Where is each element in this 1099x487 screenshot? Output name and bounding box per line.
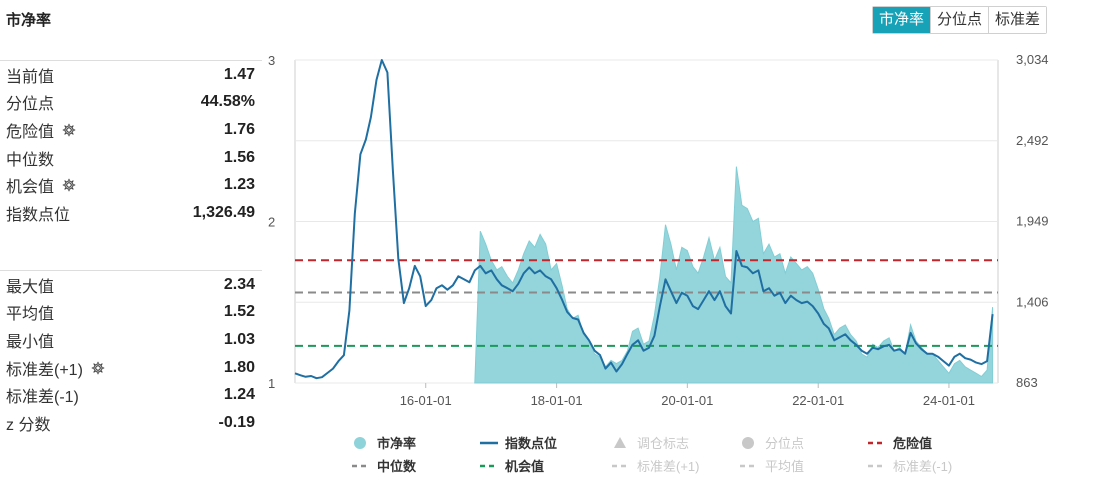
legend-item[interactable]: 危险值: [868, 436, 932, 451]
stat-label: 标准差(-1): [0, 383, 79, 407]
legend-label: 市净率: [377, 436, 416, 451]
x-tick-label: 16-01-01: [400, 393, 452, 408]
legend-item[interactable]: 平均值: [740, 459, 804, 474]
stat-label: 指数点位: [0, 201, 70, 225]
tab-stddev[interactable]: 标准差: [988, 7, 1047, 33]
stat-row: 最大值 2.34: [0, 271, 262, 299]
stat-value: 1.80: [223, 358, 255, 376]
stat-label: 最大值: [0, 273, 54, 297]
stat-label-text: 标准差(+1): [6, 361, 83, 379]
legend-label: 标准差(+1): [637, 459, 699, 474]
stat-label: 标准差(+1): [0, 356, 105, 380]
tab-percentile[interactable]: 分位点: [930, 7, 989, 33]
stat-value: 1.24: [223, 386, 255, 404]
right-tick-label: 1,949: [1016, 214, 1049, 229]
stat-label-text: 最大值: [6, 278, 55, 296]
legend-item[interactable]: 标准差(-1): [868, 459, 952, 474]
left-tick-label: 1: [268, 376, 275, 391]
x-tick-label: 20-01-01: [661, 393, 713, 408]
legend-label: 标准差(-1): [893, 459, 952, 474]
legend-label: 机会值: [505, 459, 544, 474]
stat-label-text: 当前值: [6, 68, 55, 86]
x-tick-label: 22-01-01: [792, 393, 844, 408]
stat-row: 分位点 44.58%: [0, 89, 262, 117]
stat-row: 危险值 1.76: [0, 116, 262, 144]
right-tick-label: 863: [1016, 375, 1038, 390]
legend-label: 指数点位: [505, 436, 557, 451]
stat-label: 机会值: [0, 173, 76, 197]
stat-value: 44.58%: [200, 93, 255, 111]
legend-label: 中位数: [377, 459, 417, 474]
stat-row: 平均值 1.52: [0, 299, 262, 327]
stat-label-text: 危险值: [6, 123, 55, 141]
gear-icon[interactable]: [91, 361, 105, 375]
stat-value: 1.56: [223, 148, 255, 166]
right-tick-label: 3,034: [1016, 52, 1049, 67]
stat-value: -0.19: [218, 413, 255, 431]
view-tabs: 市净率 分位点 标准差: [872, 6, 1048, 34]
stat-row: z 分数 -0.19: [0, 409, 262, 437]
tab-pb[interactable]: 市净率: [873, 7, 931, 33]
stat-row: 当前值 1.47: [0, 61, 262, 89]
circle-icon: [354, 437, 366, 449]
legend-item[interactable]: 标准差(+1): [612, 459, 699, 474]
legend-label: 危险值: [893, 436, 932, 451]
gear-icon[interactable]: [62, 178, 76, 192]
stat-label: 平均值: [0, 300, 54, 324]
right-tick-label: 1,406: [1016, 294, 1049, 309]
stat-label-text: 最小值: [6, 333, 55, 351]
chart-title: 市净率: [6, 12, 52, 29]
stats-panel-current: 当前值 1.47 分位点 44.58% 危险值 1.76 中位数 1.56 机会值 1.23 指数点…: [0, 60, 262, 227]
right-tick-label: 2,492: [1016, 133, 1049, 148]
legend-item[interactable]: 分位点: [742, 436, 804, 451]
stat-row: 指数点位 1,326.49: [0, 199, 262, 227]
stat-label: z 分数: [0, 411, 50, 435]
stat-label-text: 平均值: [6, 306, 55, 324]
stats-panel-summary: 最大值 2.34 平均值 1.52 最小值 1.03 标准差(+1) 1.80 标准差(-1) 1…: [0, 270, 262, 437]
stat-label-text: z 分数: [6, 416, 51, 434]
stat-value: 1.03: [223, 330, 255, 348]
gear-icon[interactable]: [62, 123, 76, 137]
stat-row: 标准差(+1) 1.80: [0, 354, 262, 382]
left-tick-label: 2: [268, 215, 275, 230]
stat-value: 1.23: [223, 176, 255, 194]
index-line-series: [294, 59, 994, 380]
legend-item[interactable]: 市净率: [354, 436, 416, 451]
stat-label-text: 标准差(-1): [6, 389, 79, 407]
legend-item[interactable]: 机会值: [480, 459, 544, 474]
stat-value: 2.34: [223, 275, 255, 293]
stat-row: 机会值 1.23: [0, 171, 262, 199]
circle-icon: [742, 437, 754, 449]
legend-item[interactable]: 中位数: [352, 459, 417, 474]
stat-value: 1.76: [223, 120, 255, 138]
stat-label: 中位数: [0, 146, 54, 170]
legend-item[interactable]: 调仓标志: [614, 436, 689, 451]
stat-value: 1.52: [223, 303, 255, 321]
x-tick-label: 18-01-01: [531, 393, 583, 408]
stat-label-text: 机会值: [6, 179, 55, 197]
stat-value: 1,326.49: [192, 203, 255, 221]
stat-label-text: 分位点: [6, 96, 55, 114]
stat-label-text: 指数点位: [6, 206, 71, 224]
stat-label: 当前值: [0, 63, 54, 87]
stat-label: 最小值: [0, 328, 54, 352]
stat-value: 1.47: [223, 65, 255, 83]
stat-label: 危险值: [0, 118, 76, 142]
legend-item[interactable]: 指数点位: [480, 436, 557, 451]
legend-label: 分位点: [765, 436, 804, 451]
stat-row: 中位数 1.56: [0, 144, 262, 172]
x-tick-label: 24-01-01: [923, 393, 975, 408]
left-tick-label: 3: [268, 53, 275, 68]
legend-label: 调仓标志: [637, 436, 689, 451]
triangle-icon: [614, 437, 626, 448]
stat-label: 分位点: [0, 90, 54, 114]
stat-label-text: 中位数: [6, 151, 55, 169]
stat-row: 标准差(-1) 1.24: [0, 381, 262, 409]
legend-label: 平均值: [765, 459, 804, 474]
stat-row: 最小值 1.03: [0, 326, 262, 354]
